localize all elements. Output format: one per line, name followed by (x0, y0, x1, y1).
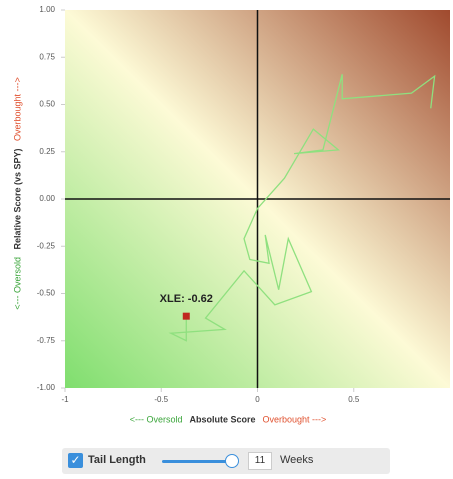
annotation: XLE: -0.62 (160, 293, 213, 305)
x-axis-label: Absolute Score (189, 414, 255, 424)
head-marker (182, 312, 190, 320)
y-axis-label-high: Overbought ---> (12, 77, 22, 141)
unit-label: Weeks (280, 454, 314, 466)
checkbox-label: Tail Length (88, 454, 146, 466)
y-tick-label: -0.25 (37, 241, 56, 250)
y-axis-label-low: <--- Oversold (12, 257, 22, 310)
x-tick-label: 0.5 (348, 395, 360, 404)
control-bar: ✓ Tail Length 11 Weeks (62, 448, 390, 474)
y-tick-label: 0.75 (39, 52, 55, 61)
x-tick-label: 0 (255, 395, 260, 404)
slider-track[interactable] (162, 460, 232, 463)
x-axis-label-low: <--- Oversold (130, 414, 183, 424)
y-tick-label: 1.00 (39, 5, 55, 14)
y-axis-label-group: Relative Score (vs SPY) <--- Oversold Over… (12, 77, 22, 310)
y-tick-label: 0.50 (39, 100, 55, 109)
y-axis-label: Relative Score (vs SPY) (12, 148, 22, 249)
checkbox[interactable]: ✓ (68, 453, 83, 468)
x-tick-label: -1 (61, 395, 69, 404)
y-tick-label: -1.00 (37, 383, 56, 392)
x-tick-label: -0.5 (154, 395, 168, 404)
y-tick-label: -0.75 (37, 336, 56, 345)
chart: 1.000.750.500.250.00-0.25-0.50-0.75-1.00… (12, 5, 450, 424)
tail-length-input[interactable]: 11 (248, 452, 272, 470)
y-tick-label: 0.00 (39, 194, 55, 203)
slider-handle[interactable] (225, 454, 239, 468)
y-tick-label: 0.25 (39, 147, 55, 156)
y-tick-label: -0.50 (37, 289, 56, 298)
x-axis-label-high: Overbought ---> (263, 414, 327, 424)
tail-line (168, 74, 436, 342)
